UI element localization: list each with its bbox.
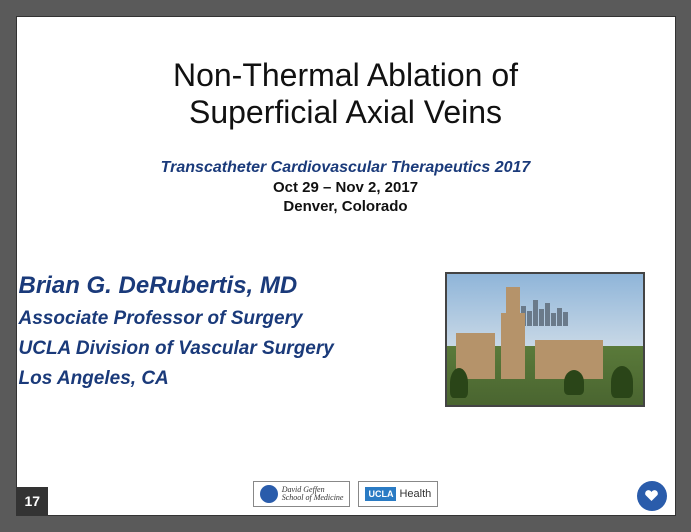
- conference-block: Transcatheter Cardiovascular Therapeutic…: [17, 159, 675, 215]
- photo-tree: [564, 370, 584, 395]
- ucla-box: UCLA: [365, 487, 396, 501]
- health-text: Health: [399, 488, 431, 500]
- title-line-1: Non-Thermal Ablation of: [173, 57, 518, 93]
- year-overlay: 17: [17, 487, 49, 515]
- conference-location: Denver, Colorado: [17, 198, 675, 215]
- campus-photo: [445, 272, 645, 407]
- slide-title: Non-Thermal Ablation of Superficial Axia…: [17, 47, 675, 131]
- conference-dates: Oct 29 – Nov 2, 2017: [17, 179, 675, 196]
- geffen-seal-icon: [260, 485, 278, 503]
- footer-logos: David Geffen School of Medicine UCLA Hea…: [17, 481, 675, 507]
- geffen-text: David Geffen School of Medicine: [282, 486, 344, 502]
- photo-tree: [611, 366, 633, 398]
- slide-container: Non-Thermal Ablation of Superficial Axia…: [16, 16, 676, 516]
- photo-tower: [501, 313, 525, 379]
- slide-footer: David Geffen School of Medicine UCLA Hea…: [17, 473, 675, 515]
- conference-name: Transcatheter Cardiovascular Therapeutic…: [17, 159, 675, 177]
- heart-icon: [645, 489, 659, 503]
- heart-badge-icon: [637, 481, 667, 511]
- photo-tree: [450, 368, 468, 398]
- geffen-logo: David Geffen School of Medicine: [253, 481, 351, 507]
- ucla-health-logo: UCLA Health: [358, 481, 438, 507]
- slide: Non-Thermal Ablation of Superficial Axia…: [17, 17, 675, 515]
- title-line-2: Superficial Axial Veins: [189, 94, 502, 130]
